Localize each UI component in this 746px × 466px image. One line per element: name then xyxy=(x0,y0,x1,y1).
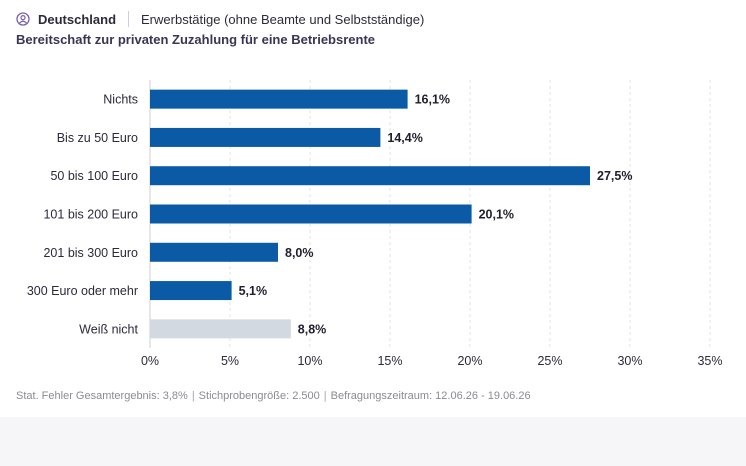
region-label: Deutschland xyxy=(38,11,117,27)
category-label: 101 bis 200 Euro xyxy=(43,208,138,222)
value-label: 8,0% xyxy=(285,246,314,260)
bar-chart: Nichts Bis zu 50 Euro 50 bis 100 Euro 101 b… xyxy=(27,80,723,368)
header-divider xyxy=(128,11,130,27)
category-label: Bis zu 50 Euro xyxy=(57,131,138,145)
header: Deutschland Erwerbstätige (ohne Beamte u… xyxy=(16,10,424,28)
population-label: Erwerbstätige (ohne Beamte und Selbststä… xyxy=(141,11,425,27)
x-tick-label: 0% xyxy=(141,354,159,368)
category-label: 300 Euro oder mehr xyxy=(27,284,138,298)
bar xyxy=(150,242,278,262)
value-label: 14,4% xyxy=(387,131,422,145)
x-tick-label: 25% xyxy=(537,354,562,368)
footer-period: Befragungszeitraum: 12.06.26 - 19.06.26 xyxy=(330,390,531,402)
category-label: 201 bis 300 Euro xyxy=(43,246,138,260)
value-label: 27,5% xyxy=(597,169,632,183)
footer-separator: | xyxy=(191,390,195,402)
x-tick-label: 35% xyxy=(697,354,722,368)
x-tick-label: 30% xyxy=(617,354,642,368)
footer-sample: Stichprobengröße: 2.500 xyxy=(198,390,320,402)
person-search-icon xyxy=(16,12,30,26)
x-tick-label: 5% xyxy=(221,354,239,368)
value-labels: 16,1% 14,4% 27,5% 20,1% 8,0% 5,1% 8,8% xyxy=(239,93,633,337)
footer-error: Stat. Fehler Gesamtergebnis: 3,8% xyxy=(16,390,188,402)
value-label: 8,8% xyxy=(298,322,327,336)
x-tick-labels: 0% 5% 10% 15% 20% 25% 30% 35% xyxy=(141,354,723,368)
bar xyxy=(150,281,232,301)
bar xyxy=(150,127,381,147)
x-tick-label: 20% xyxy=(457,354,482,368)
x-tick-label: 15% xyxy=(377,354,402,368)
bar xyxy=(150,89,408,109)
footer-separator: | xyxy=(323,390,327,402)
bar xyxy=(150,319,291,339)
category-label: 50 bis 100 Euro xyxy=(50,169,138,183)
chart-subtitle: Bereitschaft zur privaten Zuzahlung für … xyxy=(16,32,376,47)
bottom-band xyxy=(0,417,746,466)
bar xyxy=(150,204,472,224)
bars xyxy=(150,89,590,339)
value-label: 20,1% xyxy=(479,208,514,222)
value-label: 16,1% xyxy=(415,93,450,107)
footer-note: Stat. Fehler Gesamtergebnis: 3,8% | Stichp… xyxy=(16,390,531,402)
value-label: 5,1% xyxy=(239,284,268,298)
category-label: Weiß nicht xyxy=(79,322,138,336)
category-label: Nichts xyxy=(103,93,138,107)
category-labels: Nichts Bis zu 50 Euro 50 bis 100 Euro 101 b… xyxy=(27,93,139,337)
x-tick-label: 10% xyxy=(297,354,322,368)
bar xyxy=(150,166,590,186)
